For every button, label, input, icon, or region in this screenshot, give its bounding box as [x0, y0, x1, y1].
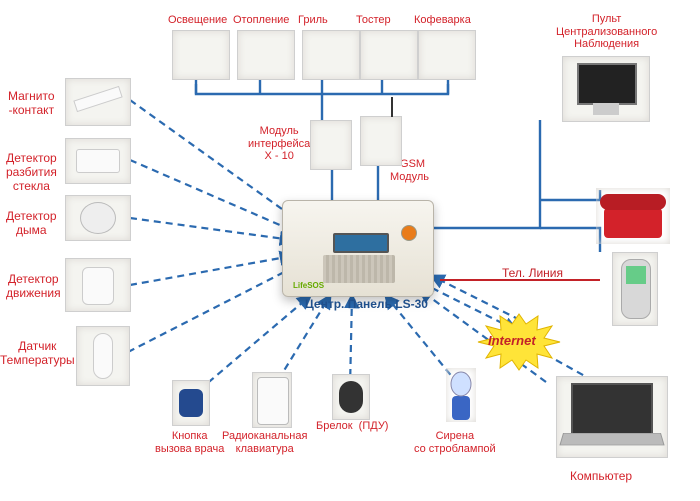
appliance-light — [172, 30, 230, 80]
central-panel-label: Центр. Панель LS-30 — [305, 298, 428, 312]
laptop — [556, 376, 668, 458]
label-heat: Отопление — [233, 14, 289, 27]
sensor-glass — [65, 138, 131, 184]
internet-badge: Internet — [476, 312, 562, 372]
device-keypad — [252, 372, 292, 428]
label-keyfob: Брелок (ПДУ) — [316, 420, 388, 433]
label-smoke: Детектор дыма — [6, 210, 57, 238]
internet-label: Internet — [488, 334, 536, 349]
central-panel: LifeSOS — [282, 200, 434, 297]
label-tel-line: Тел. Линия — [502, 267, 563, 281]
appliance-heat — [237, 30, 295, 80]
label-grill: Гриль — [298, 14, 328, 27]
label-magneto: Магнито -контакт — [8, 90, 55, 118]
mobile-phone — [612, 252, 658, 326]
label-monitoring: Пульт Централизованного Наблюдения — [556, 13, 657, 51]
label-computer: Компьютер — [570, 470, 632, 484]
appliance-grill — [302, 30, 360, 80]
monitoring-station — [562, 56, 650, 122]
module-x10 — [310, 120, 352, 170]
device-doctor — [172, 380, 210, 426]
sensor-magneto — [65, 78, 131, 126]
label-motion: Детектор движения — [6, 273, 61, 301]
sensor-smoke — [65, 195, 131, 241]
label-siren: Сирена со строблампой — [414, 430, 496, 455]
landline-phone — [596, 188, 670, 244]
label-doctor: Кнопка вызова врача — [155, 430, 224, 455]
module-gsm — [360, 116, 402, 166]
label-x10: Модуль интерфейса Х - 10 — [248, 125, 310, 163]
panel-brand: LifeSOS — [293, 281, 324, 290]
appliance-coffee — [418, 30, 476, 80]
label-light: Освещение — [168, 14, 227, 27]
device-keyfob — [332, 374, 370, 420]
label-coffee: Кофеварка — [414, 14, 471, 27]
label-keypad: Радиоканальная клавиатура — [222, 430, 307, 455]
label-temp: Датчик Температуры — [0, 340, 75, 368]
sensor-temp — [76, 326, 130, 386]
device-siren — [446, 368, 476, 422]
label-glass: Детектор разбития стекла — [6, 152, 57, 193]
label-toaster: Тостер — [356, 14, 391, 27]
sensor-motion — [65, 258, 131, 312]
appliance-toaster — [360, 30, 418, 80]
